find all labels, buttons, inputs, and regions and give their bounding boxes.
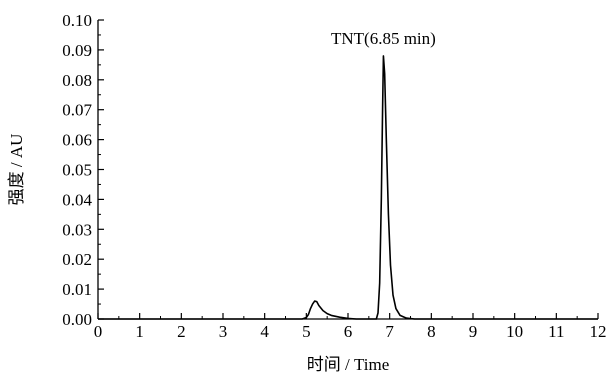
x-tick-label: 7 bbox=[385, 322, 394, 341]
peak-annotation: TNT(6.85 min) bbox=[331, 29, 436, 48]
y-tick-label: 0.08 bbox=[62, 71, 92, 90]
x-tick-label: 4 bbox=[260, 322, 269, 341]
y-tick-label: 0.05 bbox=[62, 161, 92, 180]
y-tick-label: 0.00 bbox=[62, 310, 92, 329]
plot-area: 0 1 2 3 4 5 6 7 8 9 10 11 120.000.010.020.030.040.05… bbox=[62, 11, 606, 341]
x-tick-label: 0 bbox=[94, 322, 103, 341]
x-tick-label: 12 bbox=[590, 322, 607, 341]
chromatogram-line bbox=[98, 55, 598, 320]
y-tick-label: 0.04 bbox=[62, 190, 92, 209]
y-tick-label: 0.06 bbox=[62, 131, 92, 150]
y-tick-label: 0.01 bbox=[62, 280, 92, 299]
x-tick-label: 6 bbox=[344, 322, 353, 341]
y-tick-label: 0.03 bbox=[62, 220, 92, 239]
y-axis-title: 强度 / AU bbox=[7, 134, 26, 206]
y-tick-label: 0.10 bbox=[62, 11, 92, 30]
y-tick-label: 0.07 bbox=[62, 101, 92, 120]
x-tick-label: 5 bbox=[302, 322, 311, 341]
x-tick-label: 3 bbox=[219, 322, 228, 341]
x-tick-label: 9 bbox=[469, 322, 478, 341]
y-tick-label: 0.02 bbox=[62, 250, 92, 269]
x-tick-label: 8 bbox=[427, 322, 436, 341]
x-tick-label: 10 bbox=[506, 322, 523, 341]
x-axis-title: 时间 / Time bbox=[307, 355, 390, 374]
x-tick-label: 2 bbox=[177, 322, 186, 341]
x-tick-label: 11 bbox=[548, 322, 564, 341]
x-tick-label: 1 bbox=[135, 322, 144, 341]
y-tick-label: 0.09 bbox=[62, 41, 92, 60]
